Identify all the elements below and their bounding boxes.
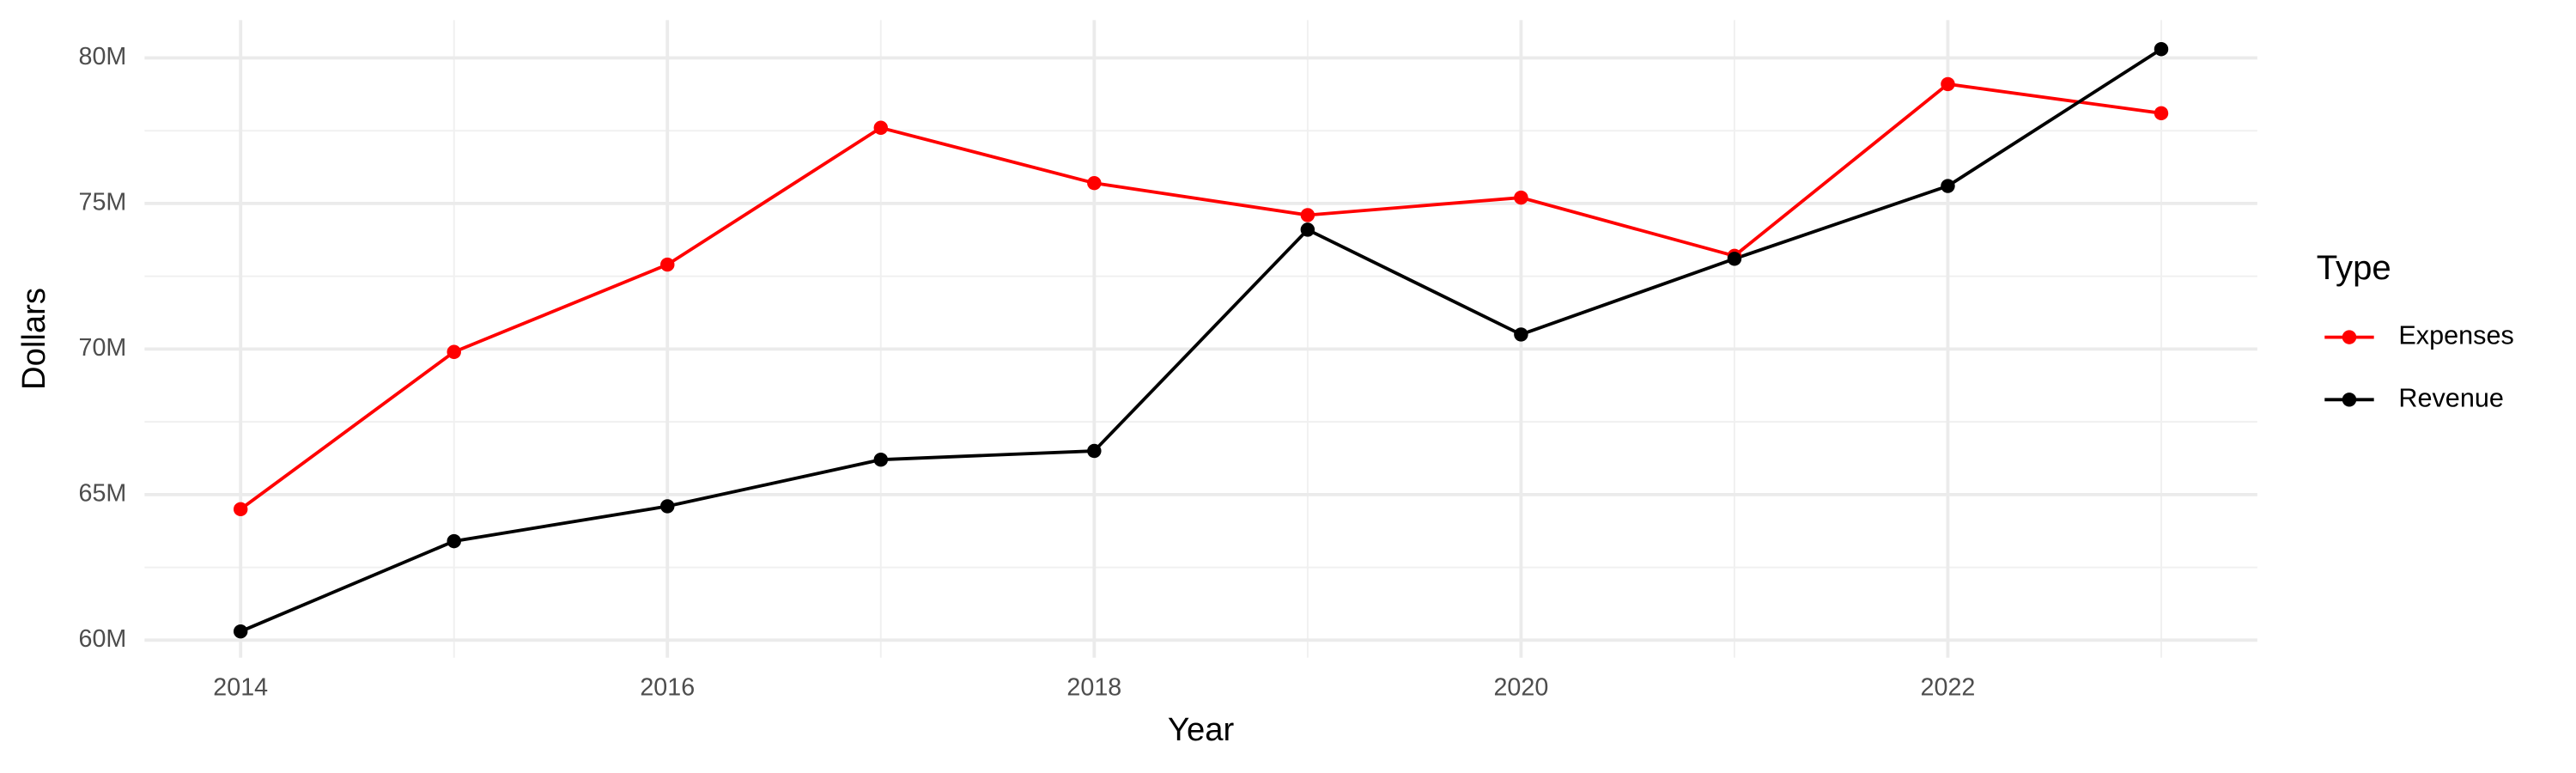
data-point [233, 502, 248, 517]
data-point [1087, 175, 1102, 191]
legend-label: Revenue [2398, 383, 2504, 412]
x-axis-title: Year [1168, 711, 1235, 748]
data-point [660, 499, 675, 514]
data-point [873, 452, 889, 467]
series-line [240, 47, 2163, 633]
y-tick-label: 60M [79, 625, 127, 653]
data-point [1941, 179, 1955, 193]
data-point [1087, 443, 1102, 459]
y-tick-label: 80M [79, 43, 127, 70]
data-point [1300, 208, 1315, 222]
legend-item: Revenue [2324, 383, 2504, 412]
data-point [1727, 252, 1742, 266]
series-line [240, 82, 2162, 511]
x-tick-label: 2020 [1493, 674, 1548, 702]
x-tick-label: 2018 [1066, 674, 1121, 702]
x-tick-label: 2022 [1921, 674, 1976, 702]
data-point [233, 624, 248, 639]
data-point [447, 344, 461, 359]
legend-label: Expenses [2398, 321, 2513, 350]
legend-key-point [2342, 330, 2357, 344]
data-point [1941, 76, 1955, 92]
legend-item: Expenses [2324, 321, 2514, 350]
data-point [1514, 327, 1528, 342]
y-axis-title: Dollars [15, 288, 52, 390]
data-point [2154, 42, 2169, 57]
legend-title: Type [2317, 248, 2391, 287]
y-tick-label: 65M [79, 479, 127, 507]
data-point [873, 120, 889, 135]
legend-key-point [2342, 393, 2357, 407]
y-tick-label: 70M [79, 334, 127, 362]
data-point [1300, 222, 1315, 237]
data-point [1514, 190, 1528, 205]
data-point [447, 533, 461, 549]
x-tick-label: 2016 [640, 674, 695, 702]
data-point [660, 257, 675, 272]
x-tick-label: 2014 [213, 674, 268, 702]
data-point [2154, 106, 2169, 121]
y-tick-label: 75M [79, 188, 127, 216]
